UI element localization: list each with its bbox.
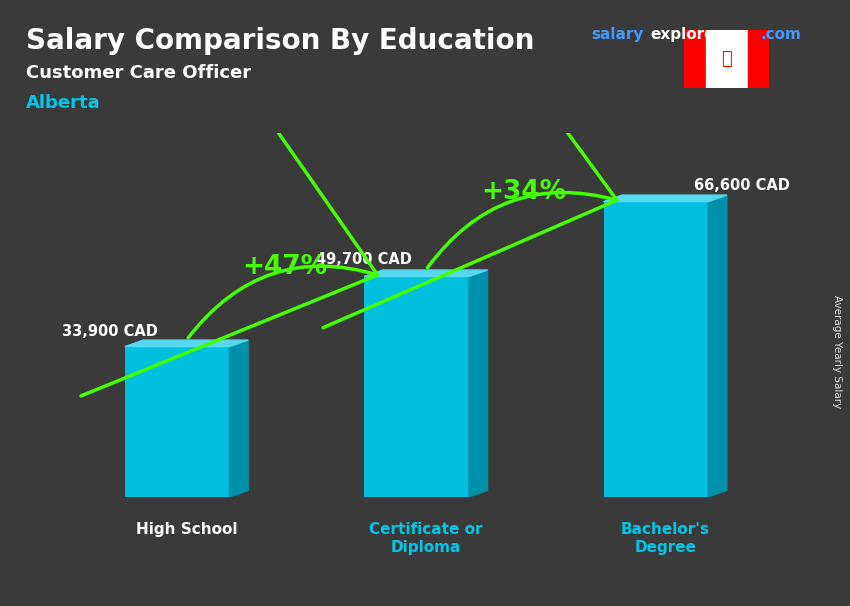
- Polygon shape: [708, 195, 727, 497]
- Polygon shape: [125, 340, 248, 347]
- Text: Customer Care Officer: Customer Care Officer: [26, 64, 251, 82]
- Text: .com: .com: [761, 27, 802, 42]
- Text: Certificate or
Diploma: Certificate or Diploma: [369, 522, 483, 554]
- Text: 66,600 CAD: 66,600 CAD: [694, 178, 790, 193]
- Text: 33,900 CAD: 33,900 CAD: [62, 324, 158, 339]
- FancyArrowPatch shape: [323, 0, 617, 328]
- Text: Salary Comparison By Education: Salary Comparison By Education: [26, 27, 534, 55]
- Text: Average Yearly Salary: Average Yearly Salary: [832, 295, 842, 408]
- Bar: [604, 202, 708, 497]
- Text: explorer: explorer: [650, 27, 722, 42]
- Polygon shape: [230, 340, 248, 497]
- Polygon shape: [364, 270, 488, 276]
- Text: Bachelor's
Degree: Bachelor's Degree: [620, 522, 710, 554]
- Text: 🍁: 🍁: [722, 50, 732, 68]
- Polygon shape: [469, 270, 488, 497]
- Text: High School: High School: [136, 522, 237, 538]
- Bar: [125, 347, 230, 497]
- Bar: [748, 30, 769, 88]
- Text: 49,700 CAD: 49,700 CAD: [316, 253, 412, 267]
- Bar: [364, 276, 469, 497]
- Bar: [706, 30, 748, 88]
- Bar: [684, 30, 705, 88]
- Text: +34%: +34%: [481, 179, 567, 205]
- FancyArrowPatch shape: [81, 12, 377, 396]
- Text: salary: salary: [591, 27, 643, 42]
- Text: +47%: +47%: [242, 255, 327, 281]
- Text: Alberta: Alberta: [26, 94, 100, 112]
- Polygon shape: [604, 195, 727, 202]
